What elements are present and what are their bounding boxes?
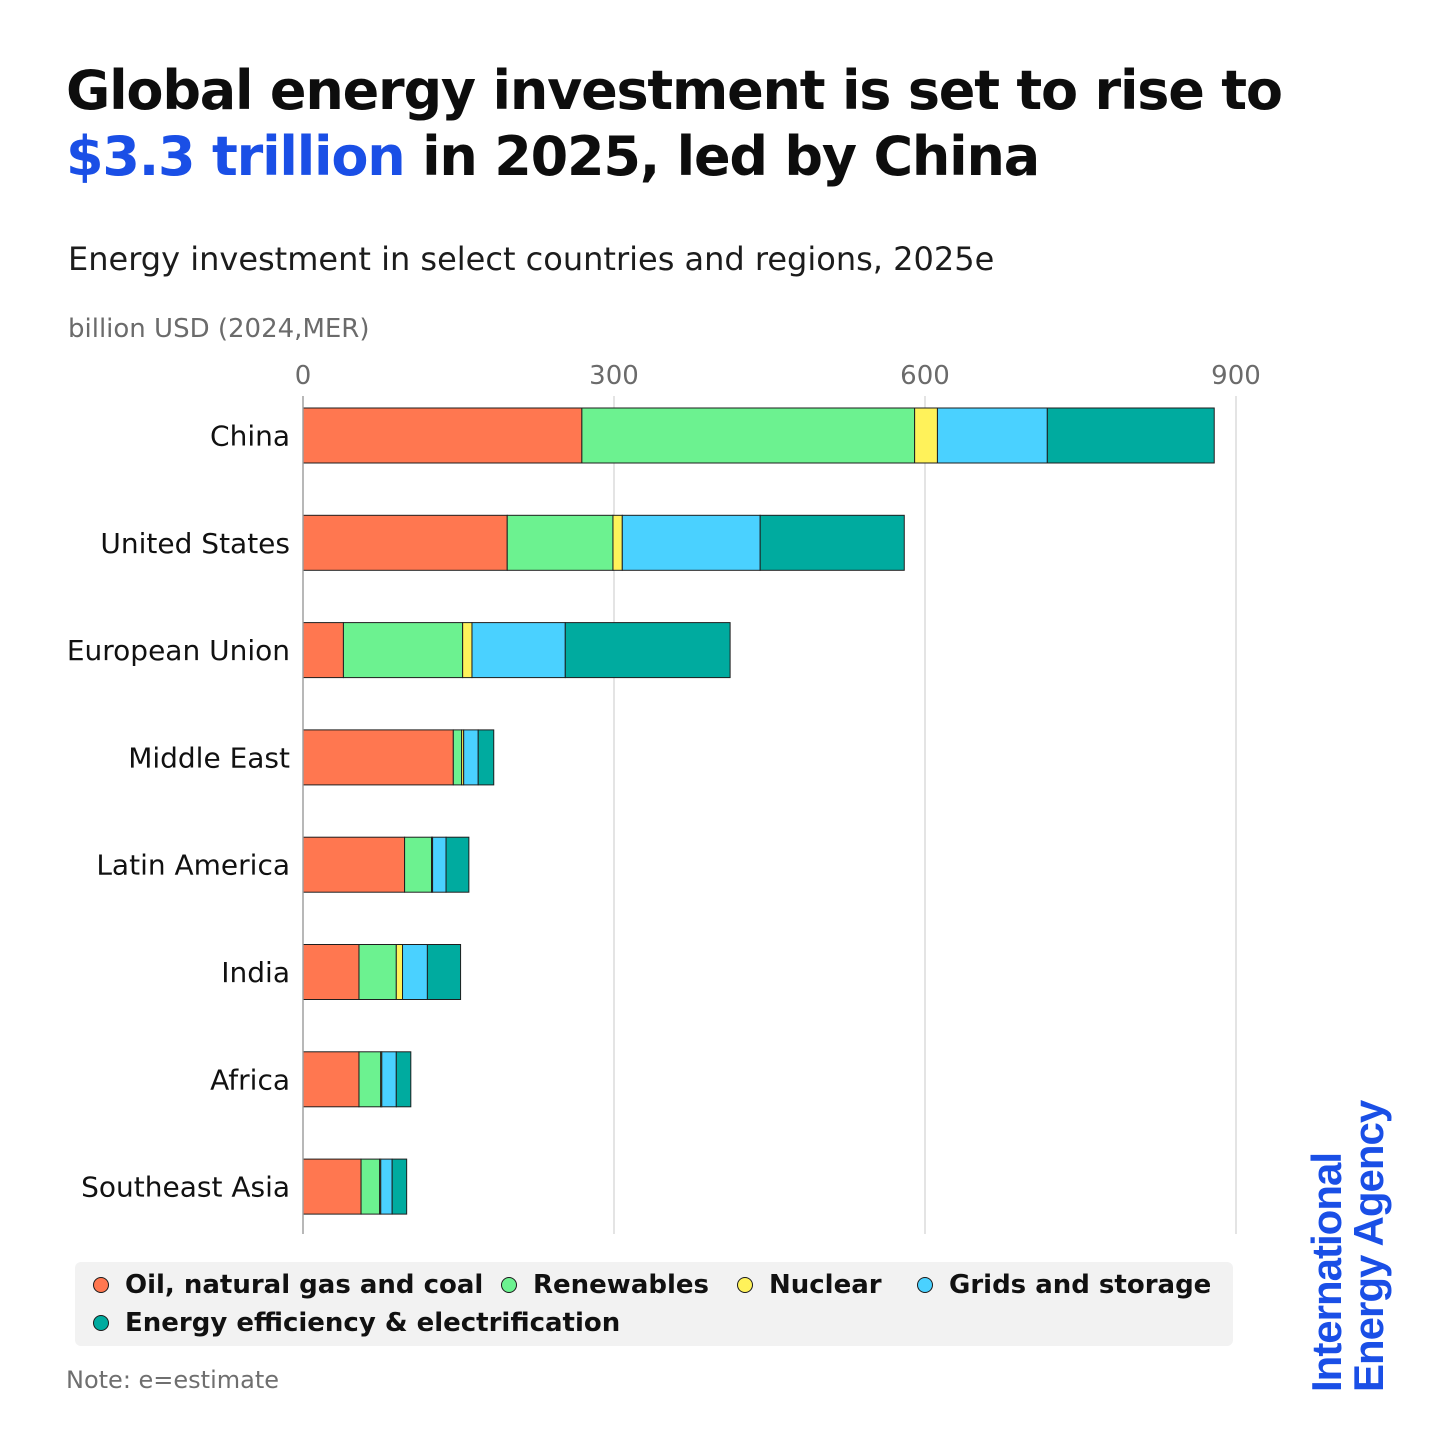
bar-segment: [581, 407, 916, 464]
legend-label: Energy efficiency & electrification: [125, 1308, 621, 1338]
bar-segment: [302, 407, 583, 464]
bar-segment: [404, 836, 433, 893]
bar-segment: [342, 622, 464, 679]
bar-segment: [621, 514, 761, 571]
legend-swatch-icon: [917, 1277, 933, 1293]
footnote: Note: e=estimate: [66, 1366, 280, 1394]
bar-segment: [391, 1158, 408, 1215]
bar-segment: [380, 1158, 393, 1215]
logo-line2: Energy Agency: [1345, 1100, 1392, 1392]
bar-segment: [462, 622, 473, 679]
bar-segment: [432, 836, 447, 893]
x-tick-label: 600: [900, 361, 950, 391]
bar-segment: [506, 514, 614, 571]
legend-item-renewables: Renewables: [501, 1270, 709, 1300]
chart-title: Energy investment in select countries an…: [68, 240, 995, 278]
bar-segment: [395, 1051, 412, 1108]
bar-segment: [302, 622, 344, 679]
bar-segment: [463, 729, 479, 786]
legend-swatch-icon: [93, 1315, 109, 1331]
bar-segment: [612, 514, 623, 571]
bar-segment: [471, 622, 566, 679]
legend-swatch-icon: [93, 1277, 109, 1293]
legend-item-oil-gas-coal: Oil, natural gas and coal: [93, 1270, 483, 1300]
category-label: European Union: [67, 634, 290, 667]
bar-segment: [358, 1051, 382, 1108]
x-tick-label: 900: [1211, 361, 1261, 391]
legend-item-efficiency-electrification: Energy efficiency & electrification: [93, 1308, 620, 1338]
bar-segment: [564, 622, 731, 679]
legend-label: Oil, natural gas and coal: [125, 1270, 484, 1300]
bar-segment: [936, 407, 1048, 464]
bar-segment: [358, 944, 397, 1000]
category-label: India: [221, 956, 290, 989]
legend-swatch-icon: [737, 1277, 753, 1293]
bar-segment: [445, 836, 470, 893]
legend-label: Nuclear: [769, 1270, 882, 1300]
axis-unit-label: billion USD (2024,MER): [68, 314, 370, 344]
bar-segment: [302, 1158, 362, 1215]
headline-rest: in 2025, led by China: [404, 125, 1040, 188]
bar-segment: [1046, 407, 1215, 464]
bar-segment: [477, 729, 495, 786]
category-label: Southeast Asia: [81, 1171, 290, 1204]
x-tick-label: 300: [589, 361, 639, 391]
legend-label: Grids and storage: [949, 1270, 1212, 1300]
bar-segment: [426, 944, 462, 1000]
category-label: United States: [100, 527, 290, 560]
bar-segment: [381, 1051, 397, 1108]
category-label: Africa: [210, 1063, 290, 1096]
bar-segment: [302, 514, 508, 571]
category-label: Latin America: [96, 849, 290, 882]
headline-line1: Global energy investment is set to rise …: [66, 59, 1283, 122]
bar-segment: [759, 514, 905, 571]
bar-segment: [402, 944, 428, 1000]
category-label: China: [210, 420, 290, 453]
legend-label: Renewables: [533, 1270, 709, 1300]
logo-line1: International: [1303, 1152, 1350, 1392]
category-label: Middle East: [128, 741, 290, 774]
bar-segment: [395, 944, 404, 1000]
bar-segment: [302, 729, 454, 786]
bar-segment: [302, 836, 406, 893]
chart-legend: Oil, natural gas and coal Renewables Nuc…: [75, 1262, 1233, 1346]
headline-accent: $3.3 trillion: [66, 125, 406, 188]
iea-logo: International Energy Agency: [1303, 1100, 1392, 1392]
bar-segment: [914, 407, 938, 464]
bar-segment: [360, 1158, 381, 1215]
bar-segment: [452, 729, 463, 786]
legend-item-nuclear: Nuclear: [737, 1270, 882, 1300]
x-tick-label: 0: [295, 361, 312, 391]
bar-segment: [302, 1051, 360, 1108]
chart-headline: Global energy investment is set to rise …: [66, 58, 1316, 190]
bar-segment: [302, 944, 360, 1000]
legend-item-grids-storage: Grids and storage: [917, 1270, 1211, 1300]
legend-swatch-icon: [501, 1277, 517, 1293]
